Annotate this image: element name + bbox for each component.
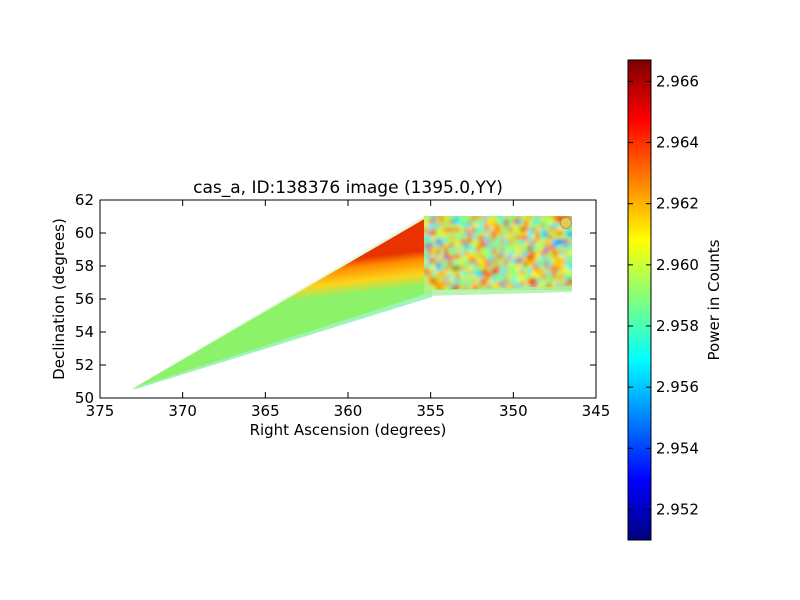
wedge-lower-rim bbox=[134, 292, 432, 389]
colorbar-tick-label: 2.952 bbox=[656, 500, 699, 518]
y-tick-label: 58 bbox=[75, 257, 94, 275]
colorbar-tick-label: 2.958 bbox=[656, 317, 699, 335]
colorbar-tick-label: 2.964 bbox=[656, 134, 699, 152]
y-tick-label: 62 bbox=[75, 191, 94, 209]
colorbar-label: Power in Counts bbox=[705, 239, 723, 360]
colorbar bbox=[627, 59, 652, 541]
x-tick-label: 365 bbox=[251, 402, 280, 420]
x-tick-label: 345 bbox=[582, 402, 611, 420]
y-tick-label: 54 bbox=[75, 323, 94, 341]
x-axis-label: Right Ascension (degrees) bbox=[250, 421, 447, 439]
rectangle-lower-rim bbox=[424, 286, 572, 296]
noise-cells bbox=[424, 216, 572, 290]
colorbar-ticks: 2.952 2.954 2.956 2.958 2.960 2.962 2.964 2.966 bbox=[628, 72, 699, 518]
x-axis: 375 370 365 360 355 350 345 bbox=[86, 200, 611, 420]
x-tick-label: 360 bbox=[334, 402, 363, 420]
wedge-region bbox=[134, 218, 432, 388]
colorbar-tick-label: 2.954 bbox=[656, 439, 699, 457]
x-tick-label: 370 bbox=[168, 402, 197, 420]
y-axis: 50 52 54 56 58 60 62 bbox=[75, 191, 596, 407]
y-tick-label: 50 bbox=[75, 389, 94, 407]
x-tick-label: 350 bbox=[499, 402, 528, 420]
colorbar-tick-label: 2.960 bbox=[656, 256, 699, 274]
x-tick-label: 375 bbox=[86, 402, 115, 420]
image-layer bbox=[131, 216, 572, 390]
y-tick-label: 56 bbox=[75, 290, 94, 308]
x-tick-label: 355 bbox=[416, 402, 445, 420]
colorbar-tick-label: 2.962 bbox=[656, 195, 699, 213]
plot-title: cas_a, ID:138376 image (1395.0,YY) bbox=[193, 178, 503, 198]
corner-marker bbox=[560, 217, 572, 229]
y-tick-label: 60 bbox=[75, 224, 94, 242]
y-axis-label: Declination (degrees) bbox=[50, 218, 68, 380]
y-tick-label: 52 bbox=[75, 356, 94, 374]
colorbar-tick-label: 2.956 bbox=[656, 378, 699, 396]
colorbar-tick-label: 2.966 bbox=[656, 72, 699, 90]
